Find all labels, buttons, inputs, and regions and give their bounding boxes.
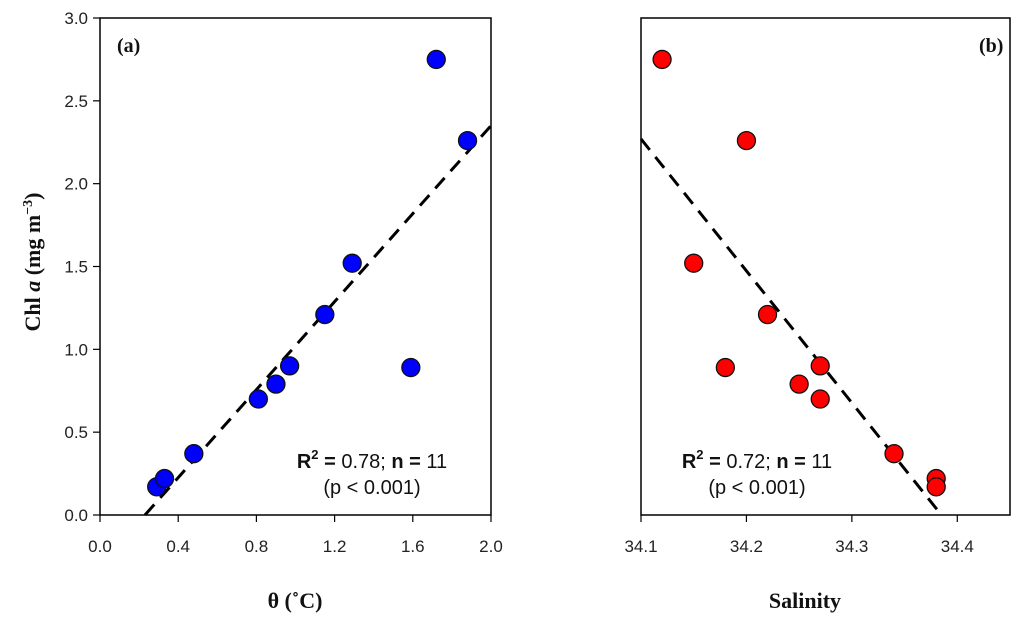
data-point bbox=[342, 253, 362, 273]
panel-a-r2-eq: = bbox=[319, 451, 336, 473]
data-point bbox=[315, 304, 335, 325]
y-tick-label: 2.5 bbox=[64, 92, 88, 111]
data-point bbox=[457, 130, 478, 151]
panel-b-n-value: 11 bbox=[806, 451, 832, 473]
y-tick-label: 0.0 bbox=[64, 506, 88, 525]
panel-a-r2-value: 0.78; bbox=[336, 451, 386, 473]
panel-b-p-value: (p < 0.001) bbox=[708, 477, 805, 499]
data-point bbox=[279, 356, 300, 376]
x-tick-label: 2.0 bbox=[479, 537, 503, 556]
panel-a-frame bbox=[99, 17, 492, 516]
panel-a-stats: R2 = 0.78; n = 11 bbox=[297, 447, 447, 473]
panel-a-label: (a) bbox=[117, 35, 140, 57]
data-point bbox=[757, 304, 778, 325]
panel-b-stats: R2 = 0.72; n = 11 bbox=[682, 447, 832, 473]
panel-a-n-label: n = bbox=[386, 451, 421, 473]
panel-b-r2-eq: = bbox=[704, 451, 721, 473]
x-tick-label: 34.4 bbox=[941, 537, 974, 556]
y-title-close: ) bbox=[20, 192, 45, 199]
panel-a-x-ticks: 0.0 0.4 0.8 1.2 1.6 2.0 bbox=[88, 515, 503, 556]
data-point bbox=[652, 49, 672, 70]
y-tick-label: 0.5 bbox=[64, 423, 88, 442]
y-title-sup: −3 bbox=[21, 200, 36, 215]
panel-a-n-value: 11 bbox=[421, 451, 447, 473]
panel-a-r2-label: R bbox=[297, 451, 312, 473]
data-point bbox=[426, 49, 446, 70]
data-point bbox=[401, 357, 421, 378]
y-title-prefix: Chl bbox=[20, 292, 45, 332]
data-point bbox=[789, 374, 809, 394]
panel-a-r2-sup: 2 bbox=[311, 447, 318, 462]
panel-b-x-axis-title: Salinity bbox=[769, 588, 841, 613]
data-point bbox=[248, 389, 269, 409]
data-point bbox=[926, 477, 946, 497]
data-point bbox=[884, 444, 904, 464]
data-point bbox=[810, 356, 830, 376]
data-point bbox=[715, 357, 735, 378]
y-title-italic: a bbox=[20, 281, 45, 292]
panel-a-x-axis-title: θ (˚C) bbox=[268, 588, 323, 613]
y-tick-label: 2.0 bbox=[64, 175, 88, 194]
x-tick-label: 34.2 bbox=[730, 537, 763, 556]
panel-b-r2-value: 0.72; bbox=[721, 451, 771, 473]
x-tick-label: 0.0 bbox=[88, 537, 112, 556]
data-point bbox=[736, 130, 757, 151]
panel-b: 34.1 34.2 34.3 34.4 (b) R2 = 0.72; n = 11 (… bbox=[624, 17, 1011, 613]
data-point bbox=[184, 444, 204, 464]
panel-a-y-ticks: 0.0 0.5 1.0 1.5 2.0 2.5 3.0 bbox=[64, 9, 100, 525]
data-point bbox=[684, 253, 704, 273]
panel-b-r2-sup: 2 bbox=[696, 447, 703, 462]
y-tick-label: 1.0 bbox=[64, 340, 88, 359]
y-tick-label: 3.0 bbox=[64, 9, 88, 28]
y-title-unit: (mg m bbox=[20, 215, 45, 281]
data-point bbox=[154, 468, 175, 489]
panel-a-p-value: (p < 0.001) bbox=[323, 477, 420, 499]
y-tick-label: 1.5 bbox=[64, 258, 88, 277]
panel-b-points bbox=[652, 49, 946, 497]
panel-b-frame bbox=[640, 17, 1011, 516]
x-tick-label: 34.3 bbox=[835, 537, 868, 556]
x-tick-label: 34.1 bbox=[624, 537, 657, 556]
panel-b-x-ticks: 34.1 34.2 34.3 34.4 bbox=[624, 515, 974, 556]
panel-a-y-axis-title: Chl a (mg m−3) bbox=[20, 192, 45, 331]
panel-a: 0.0 0.5 1.0 1.5 2.0 2.5 3.0 0.0 0.4 0.8 1.2 1.6 2.0… bbox=[20, 9, 503, 613]
data-point bbox=[810, 389, 830, 409]
x-tick-label: 0.8 bbox=[245, 537, 269, 556]
panel-b-r2-label: R bbox=[682, 451, 697, 473]
panel-b-label: (b) bbox=[979, 35, 1003, 57]
x-tick-label: 1.2 bbox=[323, 537, 347, 556]
x-tick-label: 0.4 bbox=[166, 537, 190, 556]
data-point bbox=[266, 374, 286, 394]
panel-b-n-label: n = bbox=[771, 451, 806, 473]
panel-a-points bbox=[147, 49, 478, 497]
x-tick-label: 1.6 bbox=[401, 537, 425, 556]
